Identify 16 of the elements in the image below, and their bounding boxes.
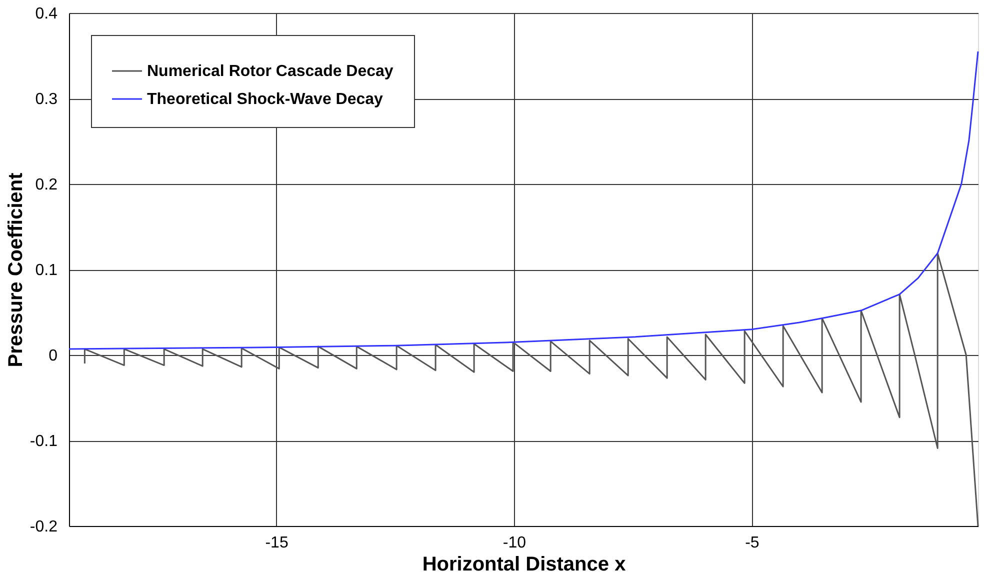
x-tick-label: -5 (745, 534, 760, 552)
y-tick-label: 0.3 (35, 91, 58, 108)
line-series (84, 252, 979, 527)
line-series (68, 50, 979, 350)
x-tick-label: -10 (502, 534, 526, 552)
x-tick-label: -15 (265, 534, 288, 552)
y-tick-label: 0 (48, 348, 58, 364)
legend-label: Numerical Rotor Cascade Decay (147, 63, 394, 80)
x-axis-title: Horizontal Distance x (422, 554, 626, 576)
y-tick-label: -0.2 (30, 518, 58, 536)
legend-label: Theoretical Shock-Wave Decay (147, 91, 384, 108)
y-axis-title: Pressure Coefficient (4, 172, 27, 368)
y-tick-label: 0.4 (35, 6, 58, 22)
y-tick-label: -0.1 (30, 433, 58, 450)
y-tick-label: 0.1 (35, 262, 58, 279)
y-tick-label: 0.2 (35, 176, 58, 194)
